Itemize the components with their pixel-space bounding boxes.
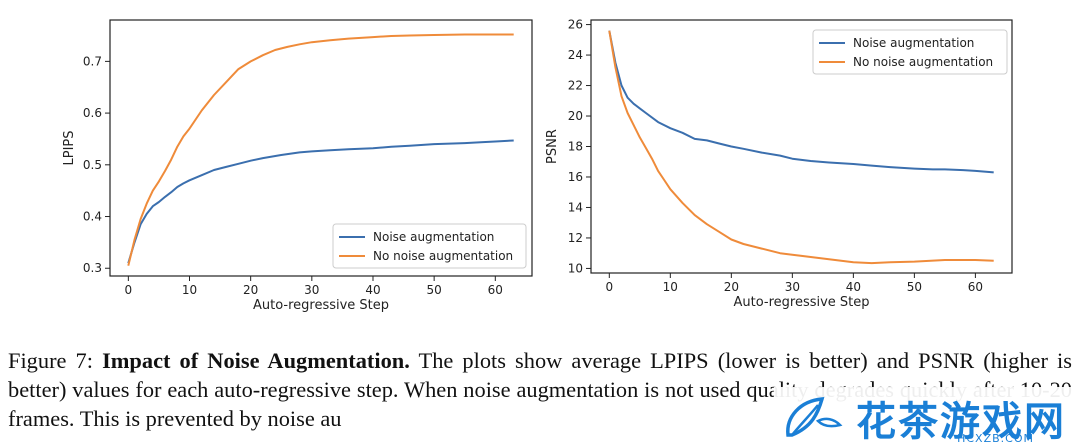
chart-0-x-tick-label-2: 20 (243, 283, 258, 297)
figure-title: Impact of Noise Augmentation. (102, 348, 410, 373)
chart-1-x-tick-label-1: 10 (663, 280, 678, 294)
chart-0-legend-label-0: Noise augmentation (373, 230, 494, 244)
chart-1-legend-label-1: No noise augmentation (853, 55, 993, 69)
chart-0-plot-frame (109, 19, 533, 277)
site-watermark: 花茶游戏网 HCXZB.COM (774, 387, 1074, 445)
chart-1-y-tick-label-8: 26 (568, 18, 583, 32)
chart-0-x-tick-label-1: 10 (182, 283, 197, 297)
chart-1-x-tick-label-4: 40 (846, 280, 861, 294)
chart-1-legend-label-0: Noise augmentation (853, 36, 974, 50)
chart-1-y-tick-label-6: 22 (568, 79, 583, 93)
chart-0-y-tick-label-0: 0.3 (83, 261, 102, 275)
chart-0-x-axis-label: Auto-regressive Step (253, 298, 389, 313)
figure-charts: 0 10 20 30 40 50 60 0.3 0.4 0.5 0.6 0.7 Auto-regress… (62, 18, 1013, 313)
chart-1-x-tick-label-2: 20 (724, 280, 739, 294)
chart-1-y-tick-label-2: 14 (568, 200, 583, 214)
chart-1-y-tick-label-7: 24 (568, 48, 583, 62)
watermark-text: 花茶游戏网 (856, 399, 1066, 445)
chart-1-y-tick-label-5: 20 (568, 109, 583, 123)
chart-0-y-axis-label: LPIPS (62, 130, 77, 165)
chart-0-y-tick-label-2: 0.5 (83, 158, 102, 172)
chart-1-x-tick-label-3: 30 (785, 280, 800, 294)
chart-1-series-line-1 (608, 30, 994, 265)
chart-1-series-line-0 (608, 30, 994, 174)
lpips-chart: 0 10 20 30 40 50 60 0.3 0.4 0.5 0.6 0.7 Auto-regress… (62, 19, 533, 313)
chart-0-y-tick-label-4: 0.7 (83, 54, 102, 68)
chart-0-x-tick-label-6: 60 (488, 283, 503, 297)
figure-label: Figure 7: (8, 348, 93, 373)
watermark-subtext: HCXZB.COM (957, 432, 1034, 445)
chart-1-y-tick-label-4: 18 (568, 140, 583, 154)
chart-1-y-axis-label: PSNR (545, 129, 560, 164)
chart-0-series-line-1 (127, 33, 514, 266)
chart-1-x-tick-label-0: 0 (605, 280, 613, 294)
chart-1-x-tick-label-6: 60 (968, 280, 983, 294)
tea-leaf-logo-icon (786, 397, 843, 437)
chart-0-x-tick-label-4: 40 (365, 283, 380, 297)
chart-1-y-tick-label-3: 16 (568, 170, 583, 184)
chart-0-series-line-0 (127, 139, 514, 264)
chart-1-y-tick-label-0: 10 (568, 261, 583, 275)
chart-1-y-tick-label-1: 12 (568, 231, 583, 245)
chart-0-x-tick-label-5: 50 (427, 283, 442, 297)
chart-0-x-tick-label-3: 30 (304, 283, 319, 297)
chart-0-legend-box (332, 223, 527, 269)
chart-0-x-tick-label-0: 0 (125, 283, 133, 297)
psnr-chart: 0 10 20 30 40 50 60 10 12 14 16 18 20 22 24 26 Auto-regr… (545, 18, 1013, 310)
chart-0-legend-label-1: No noise augmentation (373, 249, 513, 263)
chart-1-legend-box (812, 29, 1008, 75)
chart-1-x-tick-label-5: 50 (907, 280, 922, 294)
chart-1-x-axis-label: Auto-regressive Step (733, 295, 869, 310)
chart-0-y-tick-label-1: 0.4 (83, 210, 102, 224)
chart-0-y-tick-label-3: 0.6 (83, 106, 102, 120)
